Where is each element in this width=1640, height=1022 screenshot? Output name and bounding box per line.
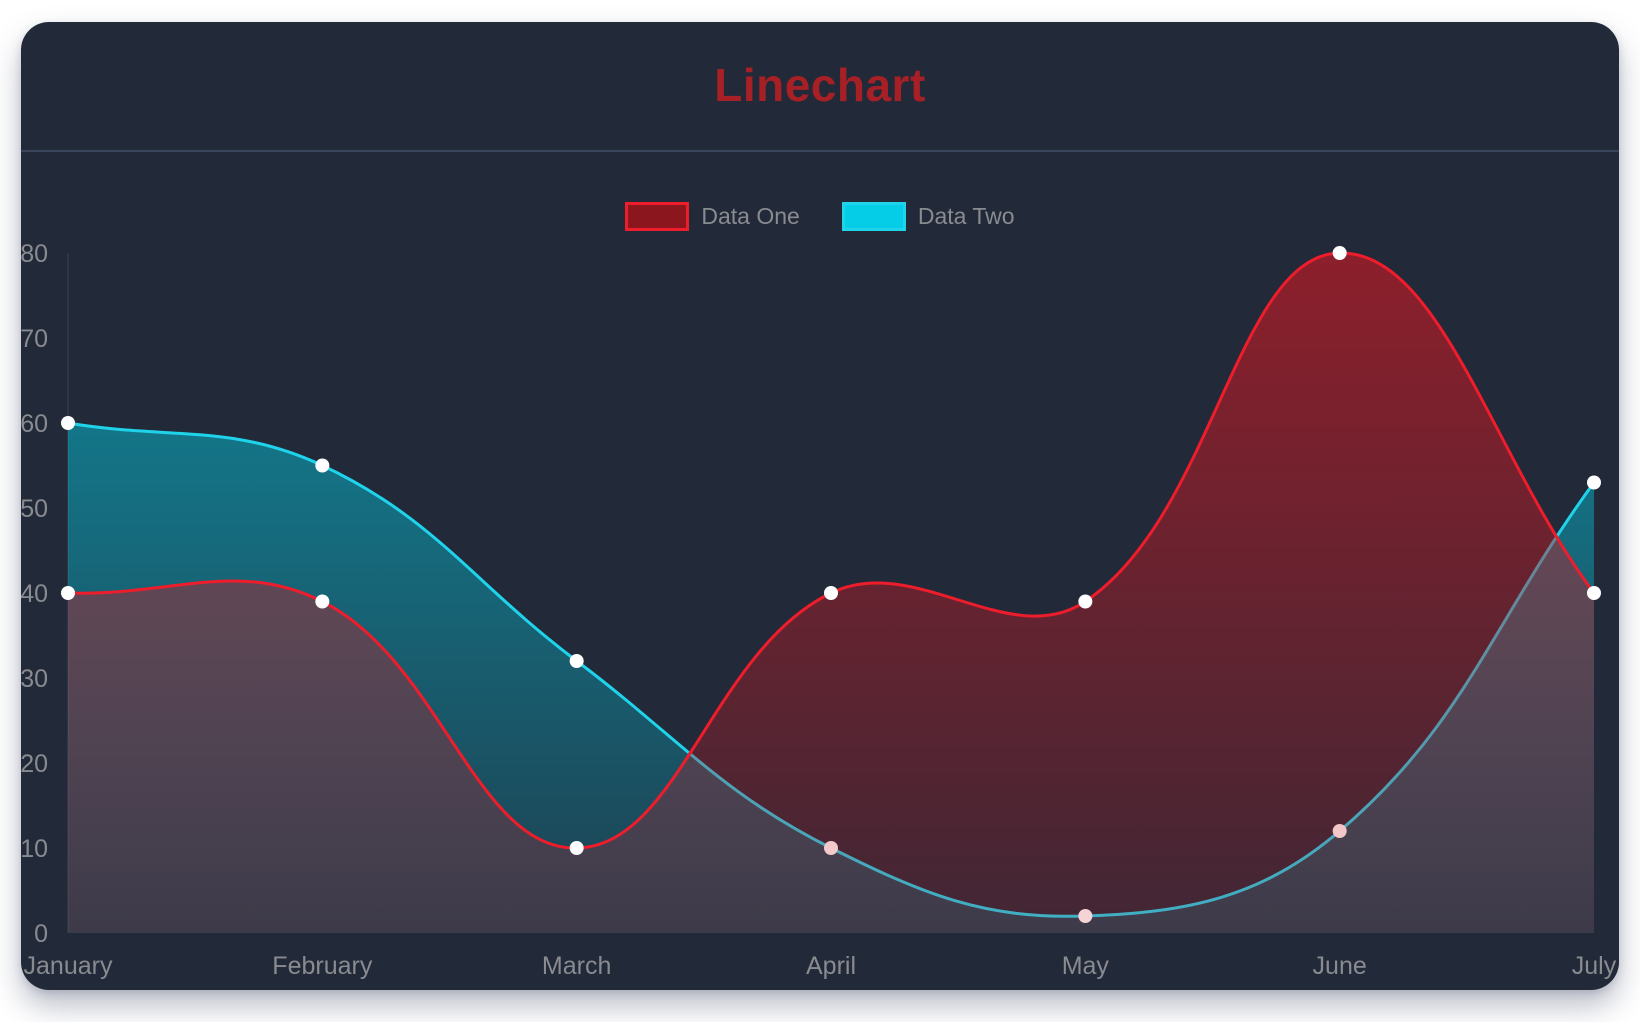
data-one-point-march[interactable]	[569, 841, 584, 855]
data-two-point-march[interactable]	[569, 654, 584, 668]
x-tick-label-february: February	[272, 952, 373, 980]
data-one-line	[66, 251, 1596, 850]
data-one-point-may[interactable]	[1078, 594, 1093, 609]
y-tick-label: 40	[21, 580, 48, 608]
legend-item-data-two[interactable]: Data Two	[841, 202, 1015, 231]
y-tick-label: 0	[34, 920, 48, 948]
data-one-point-january[interactable]	[61, 586, 75, 600]
data-one-area	[68, 252, 1594, 934]
data-one-point-july[interactable]	[1587, 586, 1601, 600]
y-tick-label: 10	[21, 835, 48, 863]
header-divider	[21, 150, 1619, 152]
legend-swatch-data-one	[625, 202, 690, 231]
data-one-point-june[interactable]	[1332, 246, 1347, 260]
x-tick-label-april: April	[806, 952, 856, 980]
line-chart: 0 10 20 30 40 50 60 70 80 January February March Apr…	[21, 240, 1617, 980]
x-tick-label-june: June	[1313, 952, 1367, 980]
x-tick-label-january: January	[24, 952, 113, 980]
data-one-point-april[interactable]	[824, 586, 838, 600]
chart-card: Linechart 0 10 20 30 40 50 60 70 80 January Februa…	[21, 22, 1619, 990]
data-two-point-january[interactable]	[61, 416, 75, 430]
x-tick-label-may: May	[1062, 952, 1110, 980]
x-tick-label-march: March	[542, 952, 611, 980]
legend-item-data-one[interactable]: Data One	[625, 202, 800, 231]
data-one-point-february[interactable]	[315, 594, 330, 609]
data-two-point-february[interactable]	[315, 458, 330, 473]
legend-label-data-one: Data One	[701, 203, 800, 229]
y-tick-label: 50	[21, 495, 48, 523]
y-tick-label: 80	[21, 240, 48, 268]
y-tick-label: 70	[21, 325, 48, 353]
legend-label-data-two: Data Two	[917, 203, 1015, 229]
y-tick-label: 60	[21, 410, 48, 438]
y-tick-label: 30	[21, 665, 48, 693]
chart-title: Linechart	[714, 59, 926, 111]
legend-swatch-data-two	[841, 202, 906, 231]
chart-legend: Data One Data Two	[21, 202, 1619, 231]
data-two-point-july[interactable]	[1587, 475, 1601, 490]
y-tick-label: 20	[21, 750, 48, 778]
x-tick-label-july: July	[1572, 952, 1617, 980]
